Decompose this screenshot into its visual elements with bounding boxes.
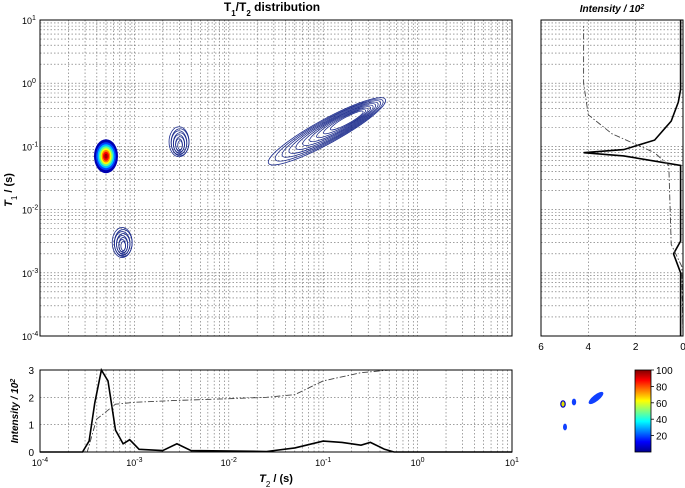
right-x-ticks: 6 4 2 0 xyxy=(538,342,685,353)
bottom-y-tick-label: 1 xyxy=(28,421,34,432)
main-y-tick-label: 100 xyxy=(22,78,36,89)
bottom-y-ticks: 0 1 2 3 xyxy=(28,366,34,459)
main-contour-panel: 101 100 10-1 10-2 10-3 10-4 T1 / (s) xyxy=(3,15,513,342)
colorbar-ticks: 100 80 60 40 20 xyxy=(651,366,673,443)
t2-series-line xyxy=(40,369,512,453)
peak-contour xyxy=(288,101,379,154)
colorbar-tick-label: 40 xyxy=(656,415,668,426)
thumb-peak xyxy=(588,391,604,405)
t1-series-line xyxy=(583,20,682,336)
right-frame xyxy=(540,19,684,337)
thumb-peak xyxy=(563,423,567,431)
peak-contour xyxy=(104,153,108,159)
peak-contour xyxy=(329,110,364,131)
colorbar-tick-label: 60 xyxy=(656,399,668,410)
t2-series-line xyxy=(40,367,512,453)
bottom-x-tick-label: 100 xyxy=(411,457,425,468)
colorbar: 100 80 60 40 20 xyxy=(634,366,673,453)
bottom-y-tick-label: 3 xyxy=(28,366,34,377)
peak-contour xyxy=(267,97,386,166)
thumb-peak xyxy=(560,400,566,408)
colorbar-tick-label: 20 xyxy=(656,432,668,443)
peak-contour xyxy=(309,106,372,143)
main-y-tick-label: 10-3 xyxy=(22,268,38,279)
bottom-x-label: T2 / (s) xyxy=(259,473,293,488)
chart-title: T1/T2 distribution xyxy=(224,0,320,18)
bottom-x-tick-label: 10-3 xyxy=(126,457,142,468)
colorbar-tick-label: 100 xyxy=(656,366,673,377)
bottom-x-tick-label: 101 xyxy=(505,457,519,468)
main-y-tick-label: 101 xyxy=(22,15,36,26)
peak-contour xyxy=(302,104,374,146)
t2-projection-panel: 0 1 2 3 10-4 10-3 10-2 10-1 100 101 Intensity / … xyxy=(10,366,520,488)
main-y-tick-label: 10-2 xyxy=(22,205,38,216)
bottom-y-tick-label: 2 xyxy=(28,393,34,404)
thumb-peak xyxy=(571,398,577,406)
bottom-x-tick-label: 10-1 xyxy=(315,457,331,468)
peak-contour xyxy=(295,103,377,150)
right-x-tick-label: 6 xyxy=(538,342,544,353)
right-series xyxy=(583,20,684,337)
right-x-tick-label: 0 xyxy=(680,342,685,353)
main-grid xyxy=(40,20,512,336)
right-x-tick-label: 2 xyxy=(633,342,639,353)
main-frame xyxy=(39,19,513,337)
bottom-x-tick-label: 10-2 xyxy=(221,457,237,468)
peak-contour xyxy=(274,98,384,162)
right-grid xyxy=(541,20,683,336)
colorbar-tick-label: 80 xyxy=(656,382,668,393)
right-x-tick-label: 4 xyxy=(586,342,592,353)
bottom-grid xyxy=(40,370,512,452)
main-y-tick-label: 10-1 xyxy=(22,141,38,152)
colorbar-bar xyxy=(634,369,652,453)
bottom-y-label: Intensity / 102 xyxy=(10,379,22,444)
t1-series-line xyxy=(583,26,684,337)
main-y-ticks: 101 100 10-1 10-2 10-3 10-4 xyxy=(22,15,38,342)
t1-projection-panel: Intensity / 102 6 4 2 0 xyxy=(538,4,685,354)
main-y-label: T1 / (s) xyxy=(3,173,19,207)
main-contours xyxy=(93,97,386,258)
thumbnail-map xyxy=(560,391,604,431)
bottom-y-tick-label: 0 xyxy=(28,448,34,459)
bottom-x-tick-label: 10-4 xyxy=(32,457,48,468)
bottom-frame xyxy=(39,369,513,453)
peak-contour xyxy=(120,241,126,251)
main-y-tick-label: 10-4 xyxy=(22,331,38,342)
peak-contour xyxy=(177,140,183,151)
bottom-x-ticks: 10-4 10-3 10-2 10-1 100 101 xyxy=(32,457,519,468)
bottom-series xyxy=(40,367,512,453)
peak-contour xyxy=(323,109,367,135)
peak-contour xyxy=(316,107,369,139)
peak-contour xyxy=(281,100,381,158)
right-x-label: Intensity / 102 xyxy=(580,4,645,16)
